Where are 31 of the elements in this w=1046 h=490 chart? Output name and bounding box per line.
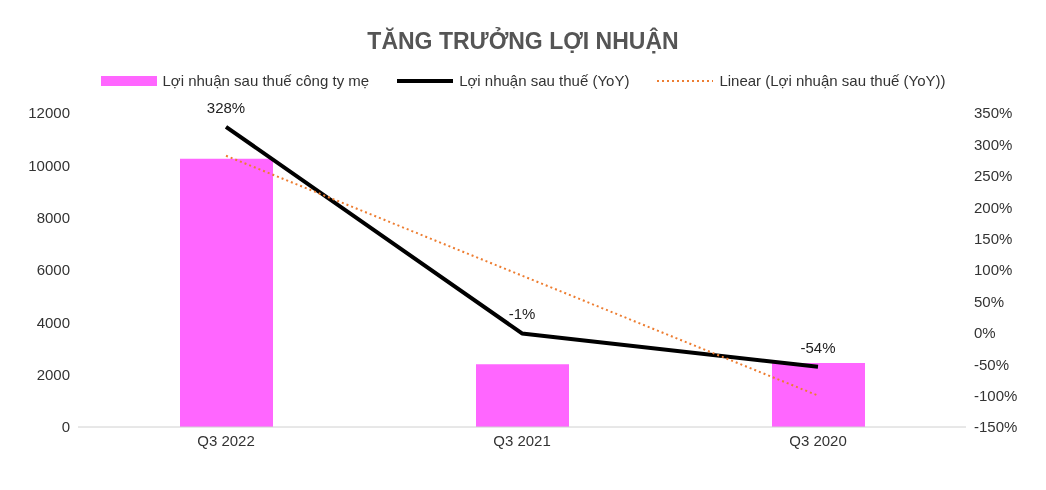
legend-label: Linear (Lợi nhuận sau thuế (YoY)): [719, 72, 946, 89]
legend-label: Lợi nhuận sau thuế công ty mẹ: [162, 72, 370, 89]
y2-tick-label: 150%: [974, 229, 1013, 247]
y-tick-label: 6000: [36, 261, 70, 279]
y2-tick-label: 350%: [974, 104, 1013, 122]
y-tick-label: 0: [61, 418, 70, 436]
y2-tick-label: 100%: [974, 261, 1013, 279]
y2-tick-label: 0%: [974, 324, 996, 342]
data-label: 328%: [206, 98, 246, 116]
y2-tick-label: -50%: [974, 355, 1010, 373]
bar: [476, 364, 569, 427]
y-tick-label: 10000: [28, 156, 70, 174]
y-tick-label: 4000: [36, 313, 70, 331]
y2-tick-label: 200%: [974, 198, 1013, 216]
x-tick-label: Q3 2021: [493, 431, 551, 449]
legend-label: Lợi nhuận sau thuế (YoY): [459, 72, 630, 89]
y2-tick-label: -100%: [974, 386, 1018, 404]
data-label: -54%: [800, 338, 836, 356]
data-label: -1%: [508, 305, 536, 323]
bar: [772, 362, 865, 427]
y2-tick-label: 50%: [974, 292, 1005, 310]
y-tick-label: 2000: [36, 365, 70, 383]
x-tick-label: Q3 2022: [197, 431, 255, 449]
y2-tick-label: 300%: [974, 135, 1013, 153]
bar: [180, 158, 273, 427]
x-tick-label: Q3 2020: [789, 431, 847, 449]
y-tick-label: 12000: [28, 104, 70, 122]
y-tick-label: 8000: [36, 208, 70, 226]
y2-tick-label: -150%: [974, 418, 1018, 436]
chart-title: TĂNG TRƯỞNG LỢI NHUẬN: [366, 26, 680, 56]
y2-tick-label: 250%: [974, 167, 1013, 185]
